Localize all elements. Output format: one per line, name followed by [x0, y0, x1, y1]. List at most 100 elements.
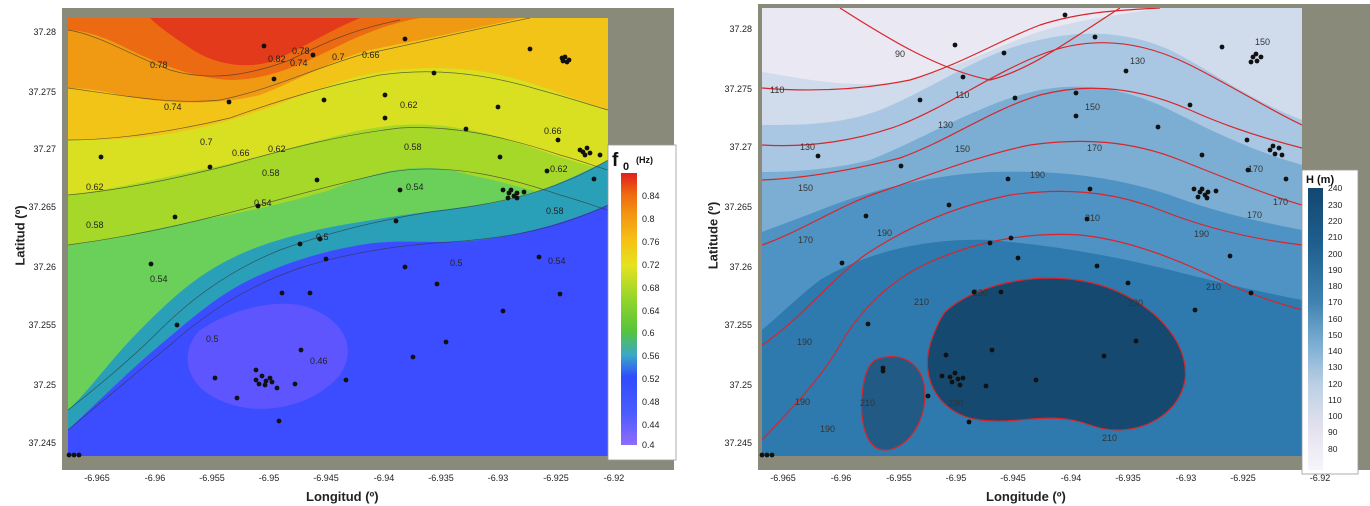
f0-contour-label: 0.7: [332, 52, 345, 62]
x-tick-label: -6.94: [1061, 473, 1082, 483]
x-tick-label: -6.945: [1000, 473, 1026, 483]
y-tick-label: 37.245: [724, 438, 752, 448]
y-tick-label: 37.26: [33, 262, 56, 272]
f0-legend-label: 0.48: [642, 397, 660, 407]
f0-contour-label: 0.62: [550, 164, 568, 174]
x-tick-label: -6.925: [1230, 473, 1256, 483]
x-tick-label: -6.96: [831, 473, 852, 483]
depth-contour-label: 170: [1087, 143, 1102, 153]
f0-contour-label: 0.5: [206, 334, 219, 344]
f0-contour-label: 0.62: [400, 100, 418, 110]
depth-contour-label: 170: [1273, 197, 1288, 207]
y-tick-label: 37.28: [729, 24, 752, 34]
f0-legend-label: 0.72: [642, 260, 660, 270]
depth-contour-label: 110: [955, 90, 969, 100]
f0-legend-label: 0.76: [642, 237, 660, 247]
depth-color-scale: [1308, 188, 1323, 470]
depth-y-ticks: 37.28 37.275 37.27 37.265 37.26 37.255 3…: [724, 24, 752, 448]
f0-legend-label: 0.56: [642, 351, 660, 361]
f0-contour-label: 0.58: [262, 168, 280, 178]
depth-legend-label: 230: [1328, 200, 1342, 210]
f0-x-ticks: -6.965 -6.96 -6.955 -6.95 -6.945 -6.94 -…: [84, 473, 624, 483]
f0-contour-label: 0.78: [292, 46, 310, 56]
left-x-axis-title: Longitud (º): [306, 489, 379, 504]
depth-contour-label: 210: [1206, 282, 1221, 292]
depth-legend-label: 110: [1328, 395, 1342, 405]
x-tick-label: -6.965: [770, 473, 796, 483]
y-tick-label: 37.28: [33, 27, 56, 37]
depth-legend-label: 160: [1328, 314, 1342, 324]
f0-contour-label: 0.82: [268, 54, 286, 64]
x-tick-label: -6.94: [374, 473, 395, 483]
f0-legend-label: 0.64: [642, 306, 660, 316]
depth-contour-label: 190: [820, 424, 835, 434]
x-tick-label: -6.955: [886, 473, 912, 483]
depth-contour-label: 190: [1194, 229, 1209, 239]
depth-contour-label: 150: [955, 144, 970, 154]
depth-map-svg: 90 110 110 130 130 150 150 130 170 150 1…: [690, 0, 1370, 506]
f0-legend-label: 0.44: [642, 420, 660, 430]
f0-contour-label: 0.66: [362, 50, 380, 60]
depth-contour-label: 110: [770, 85, 784, 95]
f0-map-panel: Latitud (º): [0, 0, 680, 506]
depth-contour-label: 170: [798, 235, 813, 245]
depth-contour-label: 130: [1130, 56, 1145, 66]
f0-contour-fill: [68, 18, 608, 456]
y-tick-label: 37.275: [724, 84, 752, 94]
f0-legend-label: 0.8: [642, 214, 655, 224]
depth-legend-label: 120: [1328, 379, 1342, 389]
y-tick-label: 37.255: [28, 320, 56, 330]
f0-contour-label: 0.58: [86, 220, 104, 230]
f0-legend-title: f: [612, 150, 619, 171]
f0-contour-label: 0.62: [86, 182, 104, 192]
f0-y-ticks: 37.28 37.275 37.27 37.265 37.26 37.255 3…: [28, 27, 56, 448]
depth-contour-label: 210: [1102, 433, 1117, 443]
f0-contour-label: 0.7: [200, 137, 213, 147]
y-tick-label: 37.25: [729, 380, 752, 390]
y-tick-label: 37.265: [724, 202, 752, 212]
y-tick-label: 37.27: [33, 144, 56, 154]
depth-contour-label: 130: [938, 120, 953, 130]
f0-contour-label: 0.58: [404, 142, 422, 152]
depth-legend-label: 100: [1328, 411, 1342, 421]
f0-legend-label: 0.6: [642, 328, 655, 338]
f0-contour-label: 0.54: [150, 274, 168, 284]
f0-contour-label: 0.5: [316, 232, 329, 242]
depth-legend-label: 190: [1328, 265, 1342, 275]
x-tick-label: -6.95: [259, 473, 280, 483]
f0-contour-label: 0.62: [268, 144, 286, 154]
x-tick-label: -6.955: [199, 473, 225, 483]
depth-legend-label: 140: [1328, 346, 1342, 356]
x-tick-label: -6.935: [1115, 473, 1141, 483]
depth-legend-labels: 240 230 220 210 200 190 180 170 160 150 …: [1328, 183, 1342, 454]
f0-contour-label: 0.66: [232, 148, 250, 158]
f0-legend-label: 0.68: [642, 283, 660, 293]
depth-legend-label: 180: [1328, 281, 1342, 291]
x-tick-label: -6.965: [84, 473, 110, 483]
depth-contour-label: 150: [1255, 37, 1270, 47]
x-tick-label: -6.95: [946, 473, 967, 483]
y-tick-label: 37.265: [28, 202, 56, 212]
x-tick-label: -6.935: [428, 473, 454, 483]
f0-contour-label: 0.78: [150, 60, 168, 70]
depth-contour-label: 150: [1085, 102, 1100, 112]
f0-contour-label: 0.74: [290, 58, 308, 68]
x-tick-label: -6.92: [1310, 473, 1331, 483]
depth-contour-label: 210: [860, 398, 875, 408]
f0-map-svg: 0.78 0.82 0.78 0.74 0.7 0.66 0.74 0.7 0.…: [0, 0, 680, 506]
y-tick-label: 37.255: [724, 320, 752, 330]
depth-contour-label: 130: [800, 142, 815, 152]
depth-legend-label: 130: [1328, 362, 1342, 372]
depth-legend-label: 240: [1328, 183, 1342, 193]
depth-contour-label: 230: [1128, 298, 1143, 308]
f0-legend-label: 0.52: [642, 374, 660, 384]
y-tick-label: 37.27: [729, 142, 752, 152]
depth-contour-label: 170: [1248, 164, 1263, 174]
y-tick-label: 37.245: [28, 438, 56, 448]
f0-contour-label: 0.54: [548, 256, 566, 266]
f0-contour-label: 0.5: [450, 258, 463, 268]
depth-contour-label: 90: [895, 49, 905, 59]
f0-contour-label: 0.54: [406, 182, 424, 192]
depth-contour-label: 190: [795, 397, 810, 407]
depth-contour-label: 150: [798, 183, 813, 193]
